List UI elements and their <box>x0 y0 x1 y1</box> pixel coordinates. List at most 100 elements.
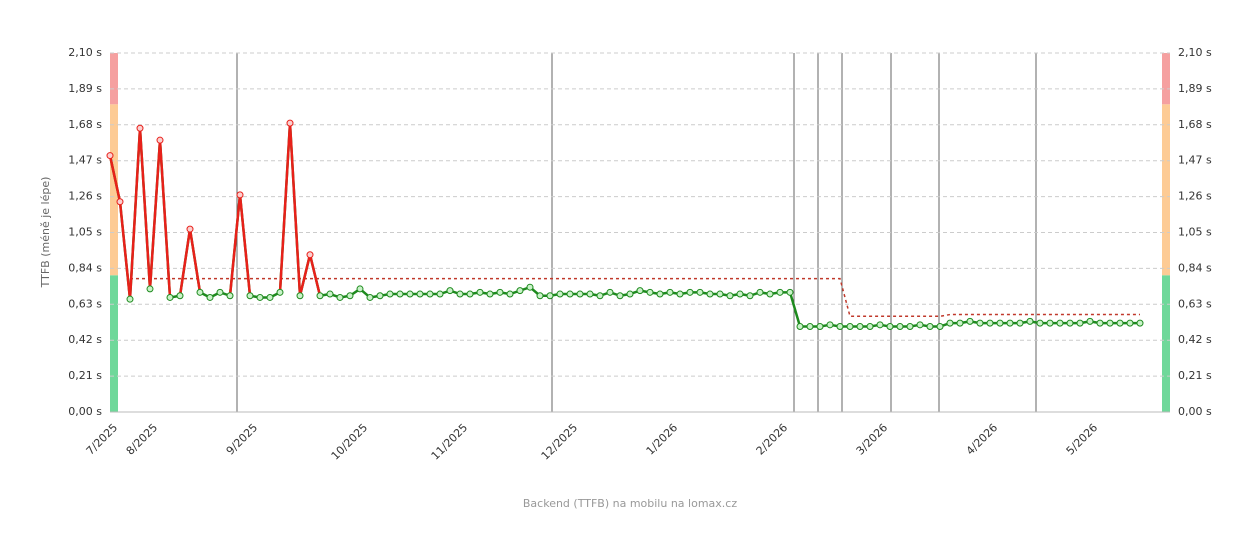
x-tick-label: 9/2025 <box>224 421 261 458</box>
point <box>676 290 684 298</box>
point <box>296 292 304 300</box>
ttfb-alert-segment <box>308 254 322 297</box>
ttfb-alert-segment <box>158 140 172 298</box>
y-tick-label: 2,10 s <box>68 46 102 59</box>
point <box>206 293 214 301</box>
x-tick-label: 3/2026 <box>854 421 891 458</box>
point <box>1106 319 1114 327</box>
point <box>1036 319 1044 327</box>
point <box>786 288 794 296</box>
point <box>776 288 784 296</box>
point <box>316 292 324 300</box>
y2-tick-label: 0,42 s <box>1178 333 1212 346</box>
ttfb-line <box>108 121 1140 328</box>
point <box>286 119 294 127</box>
x-tick-label: 8/2025 <box>124 421 161 458</box>
point <box>766 290 774 298</box>
y-axis-label: TTFB (méně je lépe) <box>39 177 52 289</box>
y2-tick-label: 0,84 s <box>1178 261 1212 274</box>
point <box>1116 319 1124 327</box>
caption: Backend (TTFB) na mobilu na lomax.cz <box>523 497 737 510</box>
y2-tick-label: 0,00 s <box>1178 405 1212 418</box>
point <box>796 323 804 331</box>
y-tick-label: 0,42 s <box>68 333 102 346</box>
y-tick-label: 0,63 s <box>68 297 102 310</box>
point <box>1026 317 1034 325</box>
point <box>1076 319 1084 327</box>
point <box>706 290 714 298</box>
point <box>566 290 574 298</box>
y2-tick-label: 1,26 s <box>1178 190 1212 203</box>
ttfb-alert-segment <box>108 155 122 202</box>
ttfb-alert-segment <box>238 194 252 296</box>
point <box>656 290 664 298</box>
point <box>436 290 444 298</box>
y2-tick-label: 1,89 s <box>1178 82 1212 95</box>
ttfb-alert-segment <box>148 140 162 289</box>
point <box>956 319 964 327</box>
point <box>926 323 934 331</box>
point <box>836 323 844 331</box>
point <box>506 290 514 298</box>
point <box>596 292 604 300</box>
point <box>556 290 564 298</box>
y-tick-label: 1,68 s <box>68 118 102 131</box>
y-tick-label: 1,05 s <box>68 226 102 239</box>
threshold-band <box>110 275 118 412</box>
ttfb-alert-segment <box>118 201 132 300</box>
point <box>756 288 764 296</box>
point <box>136 124 144 132</box>
point <box>226 292 234 300</box>
point <box>516 287 524 295</box>
point <box>966 317 974 325</box>
x-tick-label: 1/2026 <box>644 421 681 458</box>
ttfb-alert-segment <box>298 254 312 297</box>
point <box>446 287 454 295</box>
point <box>276 288 284 296</box>
point <box>876 321 884 329</box>
x-tick-label: 2/2026 <box>754 421 791 458</box>
point <box>986 319 994 327</box>
ttfb-alert-segment <box>288 123 302 296</box>
point <box>686 288 694 296</box>
threshold-band <box>1162 104 1170 276</box>
point <box>616 292 624 300</box>
point <box>666 288 674 296</box>
point <box>106 152 114 160</box>
point <box>466 290 474 298</box>
point <box>326 290 334 298</box>
point <box>236 191 244 199</box>
x-tick-label: 5/2026 <box>1064 421 1101 458</box>
point <box>626 290 634 298</box>
point <box>166 293 174 301</box>
point <box>936 323 944 331</box>
ttfb-alert-segment <box>278 123 292 293</box>
x-tick-label: 7/2025 <box>84 421 121 458</box>
point <box>216 288 224 296</box>
point <box>916 321 924 329</box>
point <box>636 287 644 295</box>
y2-tick-label: 0,21 s <box>1178 369 1212 382</box>
point <box>366 293 374 301</box>
point <box>376 292 384 300</box>
point <box>976 319 984 327</box>
point <box>906 323 914 331</box>
point <box>1136 319 1144 327</box>
point <box>416 290 424 298</box>
threshold-band <box>110 104 118 276</box>
point <box>246 292 254 300</box>
point <box>746 292 754 300</box>
point <box>496 288 504 296</box>
point <box>346 292 354 300</box>
point <box>816 323 824 331</box>
point <box>1046 319 1054 327</box>
point <box>116 198 124 206</box>
point <box>806 323 814 331</box>
y2-tick-label: 0,63 s <box>1178 297 1212 310</box>
point <box>406 290 414 298</box>
y-tick-label: 1,26 s <box>68 190 102 203</box>
point <box>456 290 464 298</box>
point <box>536 292 544 300</box>
point <box>1066 319 1074 327</box>
